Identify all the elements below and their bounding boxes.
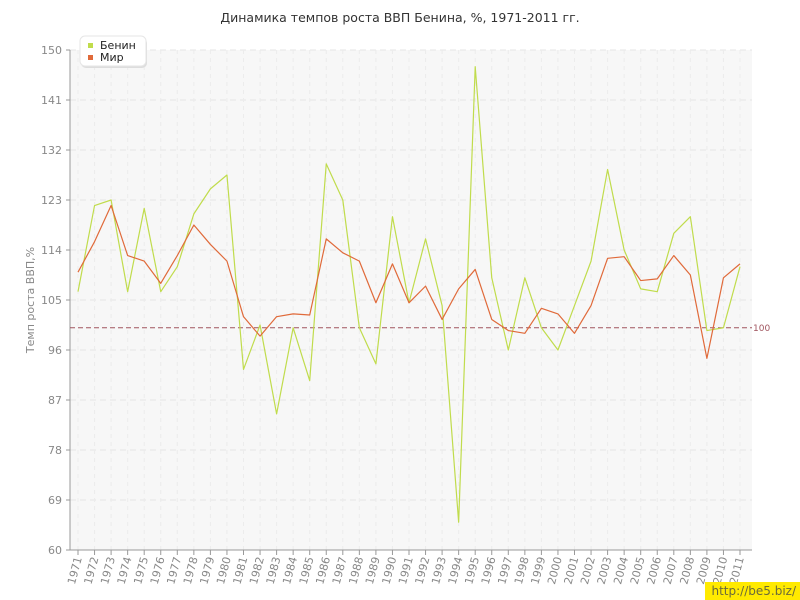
y-tick-label: 123: [41, 194, 62, 207]
legend-label: Бенин: [100, 39, 136, 52]
series-line-2: [77, 204, 741, 359]
y-tick-label: 132: [41, 144, 62, 157]
reference-line-label: 100: [753, 324, 770, 334]
watermark-link[interactable]: http://be5.biz/: [705, 582, 800, 600]
y-axis-title: Темп роста ВВП,%: [24, 247, 37, 354]
y-tick-label: 114: [41, 244, 62, 257]
y-tick-label: 78: [48, 444, 62, 457]
reference-line-group: 100: [70, 324, 770, 334]
y-tick-label: 141: [41, 94, 62, 107]
legend-box: [79, 35, 147, 67]
y-tick-label: 69: [48, 494, 62, 507]
y-tick-label: 60: [48, 544, 62, 557]
grid-lines: [70, 49, 752, 550]
y-tick-label: 87: [48, 394, 62, 407]
y-tick-label: 96: [48, 344, 62, 357]
y-tick-label: 105: [41, 294, 62, 307]
legend-swatch: [88, 55, 93, 60]
legend-label: Мир: [100, 51, 124, 64]
y-tick-label: 150: [41, 44, 62, 57]
chart-title: Динамика темпов роста ВВП Бенина, %, 197…: [220, 10, 580, 25]
series-group: [77, 66, 741, 523]
legend-swatch: [88, 43, 93, 48]
